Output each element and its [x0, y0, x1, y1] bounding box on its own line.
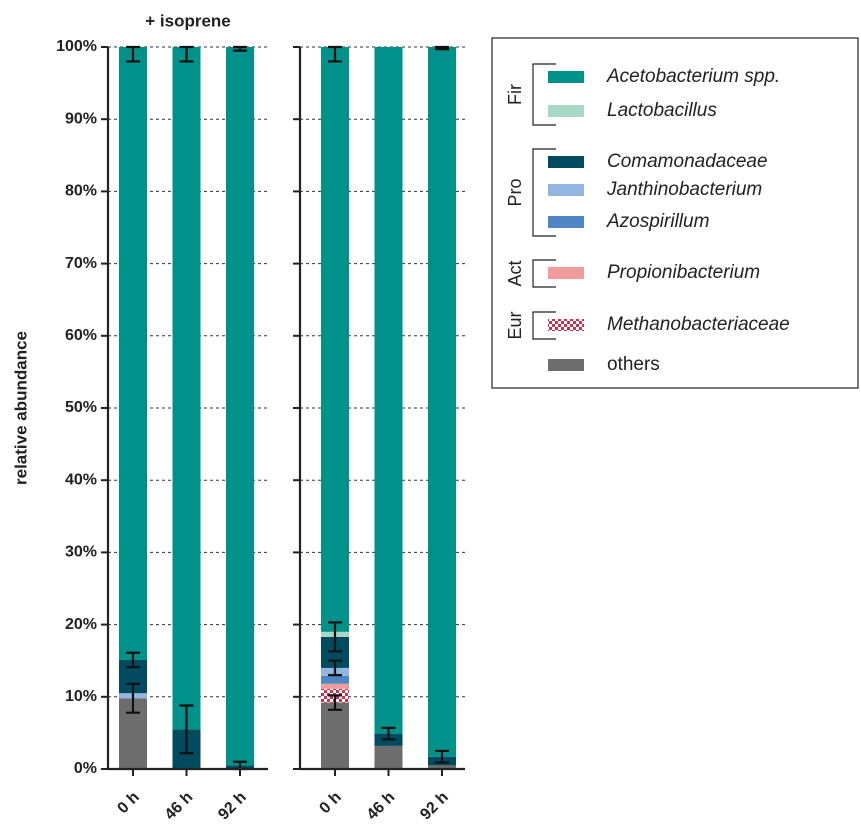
bar-segment — [374, 745, 403, 769]
y-tick-label: 30% — [65, 544, 97, 561]
x-tick-label: 0 h — [316, 789, 344, 817]
error-bar — [381, 726, 396, 741]
y-tick-label: 90% — [65, 110, 97, 127]
legend-label: Propionibacterium — [607, 262, 760, 283]
bar-segment — [119, 47, 147, 660]
legend-bracket — [532, 259, 556, 288]
bar-segment — [428, 765, 456, 769]
legend-group-label: Eur — [505, 311, 525, 339]
y-tick-label: 10% — [65, 688, 97, 705]
error-bar — [179, 704, 194, 755]
bar-segment — [321, 702, 349, 769]
legend-swatch — [548, 184, 584, 196]
y-tick-label: 80% — [65, 183, 97, 200]
bar-segment — [321, 683, 349, 689]
x-tick-label: 92 h — [215, 789, 250, 824]
panel-title: + isoprene — [145, 11, 231, 30]
bar-segment — [321, 675, 349, 684]
y-tick-label: 60% — [65, 327, 97, 344]
x-tick-label: 0 h — [114, 789, 142, 817]
legend-group-label: Pro — [505, 178, 525, 206]
error-bar — [233, 45, 247, 52]
y-tick-label: 50% — [65, 399, 97, 416]
legend-bracket — [532, 311, 556, 340]
legend-box — [491, 37, 859, 389]
error-bar — [126, 45, 140, 63]
legend-swatch — [548, 267, 584, 279]
bar-segment — [428, 47, 456, 757]
error-bar — [328, 45, 342, 63]
bar-segment — [172, 47, 201, 730]
legend-label: Methanobacteriaceae — [607, 314, 790, 335]
legend-swatch — [548, 105, 584, 117]
x-tick-label: 46 h — [364, 789, 399, 824]
legend-swatch — [548, 216, 584, 228]
legend-label: Acetobacterium spp. — [606, 66, 780, 87]
legend-label: Comamonadaceae — [607, 151, 768, 172]
legend-group-label: Fir — [505, 84, 525, 105]
legend-swatch — [548, 359, 584, 371]
y-tick-label: 40% — [65, 471, 97, 488]
error-bar — [328, 659, 342, 677]
y-tick-label: 70% — [65, 255, 97, 272]
error-bar — [179, 45, 194, 63]
legend-group-label: Act — [505, 260, 525, 286]
y-tick-label: 20% — [65, 616, 97, 633]
legend-label: others — [607, 354, 660, 375]
error-bar — [435, 749, 449, 764]
x-tick-label: 46 h — [162, 789, 197, 824]
error-bar — [435, 45, 449, 51]
legend-swatch — [548, 71, 584, 83]
error-bar — [328, 694, 342, 711]
bar-segment — [374, 47, 403, 734]
x-tick-label: 92 h — [417, 789, 452, 824]
error-bar — [126, 682, 140, 714]
y-axis-label: relative abundance — [11, 331, 30, 485]
bar-segment — [226, 47, 254, 766]
legend-swatch — [548, 156, 584, 168]
legend-bracket — [532, 63, 556, 126]
legend-bracket — [532, 148, 556, 237]
legend-swatch — [548, 319, 584, 331]
bar-segment — [321, 47, 349, 632]
error-bar — [126, 651, 140, 669]
legend-label: Lactobacillus — [607, 100, 717, 121]
y-tick-label: 100% — [56, 38, 97, 55]
legend-label: Azospirillum — [606, 211, 709, 232]
error-bar — [328, 621, 342, 653]
legend-label: Janthinobacterium — [606, 179, 762, 200]
y-tick-label: 0% — [74, 760, 97, 777]
